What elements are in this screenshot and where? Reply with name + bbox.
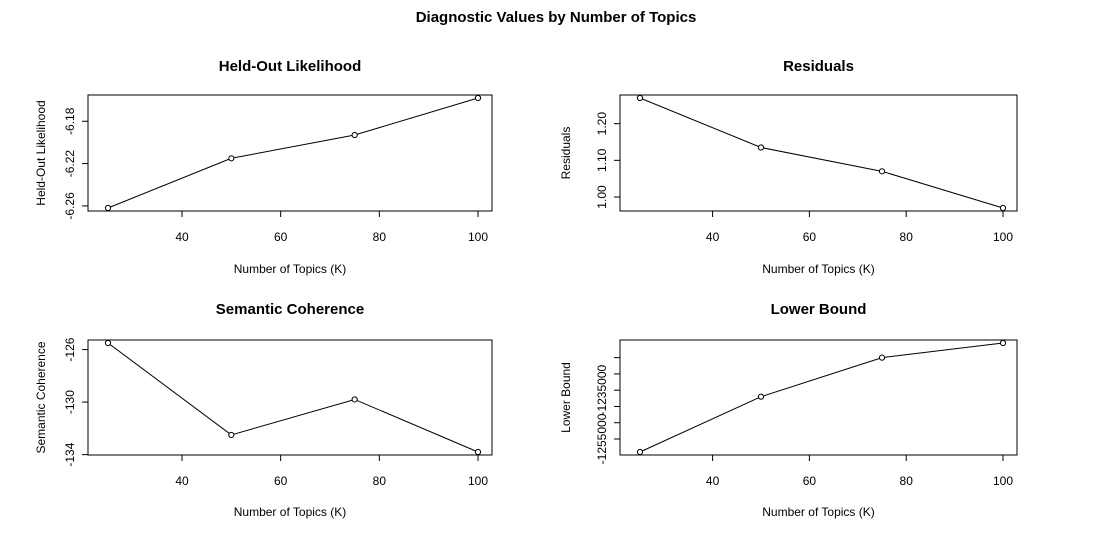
data-point: [878, 168, 886, 175]
semantic-coherence-panel: Semantic Coherence Number of Topics (K) Se…: [34, 301, 493, 519]
x-tick-label: 80: [900, 474, 914, 488]
y-tick-label: -6.22: [63, 150, 77, 178]
panel-title: Semantic Coherence: [216, 301, 364, 318]
x-tick-label: 60: [274, 230, 288, 244]
data-point: [757, 393, 765, 400]
data-point: [228, 155, 235, 162]
series-line: [639, 342, 1004, 453]
y-tick-label: -1235000: [595, 364, 609, 415]
series-line: [107, 342, 479, 453]
x-axis-label: Number of Topics (K): [762, 262, 874, 276]
y-axis-label: Held-Out Likelihood: [34, 100, 48, 205]
x-axis-label: Number of Topics (K): [762, 505, 874, 519]
x-axis-label: Number of Topics (K): [234, 262, 346, 276]
data-point: [474, 448, 482, 456]
y-axis-label: Semantic Coherence: [34, 341, 48, 453]
data-point: [999, 204, 1007, 212]
x-tick-label: 100: [993, 230, 1013, 244]
y-tick-label: -6.18: [63, 107, 77, 135]
data-point: [351, 131, 358, 139]
data-point: [474, 94, 482, 102]
x-tick-label: 80: [373, 230, 387, 244]
y-axis-label: Residuals: [559, 127, 573, 180]
data-point: [104, 204, 112, 212]
held-out-likelihood-panel: Held-Out Likelihood Number of Topics (K) H…: [34, 58, 493, 276]
data-point: [636, 448, 644, 456]
lower-bound-panel: Lower Bound Number of Topics (K) Lower Bou…: [559, 301, 1018, 519]
x-tick-label: 60: [803, 474, 817, 488]
plot-frame: [619, 339, 1018, 456]
data-point: [878, 354, 886, 361]
data-point: [757, 144, 765, 151]
x-tick-label: 100: [468, 474, 488, 488]
x-tick-label: 40: [175, 474, 189, 488]
x-tick-label: 60: [274, 474, 288, 488]
y-tick-label: -134: [63, 442, 77, 466]
y-tick-label: 1.20: [595, 112, 609, 136]
x-tick-label: 40: [175, 230, 189, 244]
x-axis-label: Number of Topics (K): [234, 505, 346, 519]
y-tick-label: 1.10: [595, 148, 609, 172]
x-tick-label: 100: [468, 230, 488, 244]
x-tick-label: 100: [993, 474, 1013, 488]
series-line: [639, 97, 1004, 209]
figure-title: Diagnostic Values by Number of Topics: [416, 9, 697, 26]
y-tick-label: -130: [63, 390, 77, 414]
y-tick-label: -1255000: [595, 413, 609, 464]
x-tick-label: 60: [803, 230, 817, 244]
data-point: [999, 339, 1007, 347]
y-axis-label: Lower Bound: [559, 362, 573, 433]
panel-title: Lower Bound: [771, 301, 867, 318]
x-tick-label: 40: [706, 230, 720, 244]
data-point: [636, 94, 644, 102]
plot-frame: [87, 94, 493, 212]
x-tick-label: 80: [900, 230, 914, 244]
residuals-panel: Residuals Number of Topics (K) Residuals 40…: [559, 58, 1018, 276]
x-tick-label: 40: [706, 474, 720, 488]
plot-frame: [619, 94, 1018, 212]
panel-title: Held-Out Likelihood: [219, 58, 362, 75]
data-point: [351, 396, 358, 403]
y-tick-label: -6.26: [63, 192, 77, 220]
data-point: [104, 339, 112, 347]
data-point: [228, 431, 235, 439]
series-line: [107, 97, 479, 209]
y-tick-label: -126: [63, 337, 77, 361]
x-tick-label: 80: [373, 474, 387, 488]
y-tick-label: 1.00: [595, 185, 609, 209]
plot-frame: [87, 339, 493, 456]
panel-title: Residuals: [783, 58, 854, 75]
